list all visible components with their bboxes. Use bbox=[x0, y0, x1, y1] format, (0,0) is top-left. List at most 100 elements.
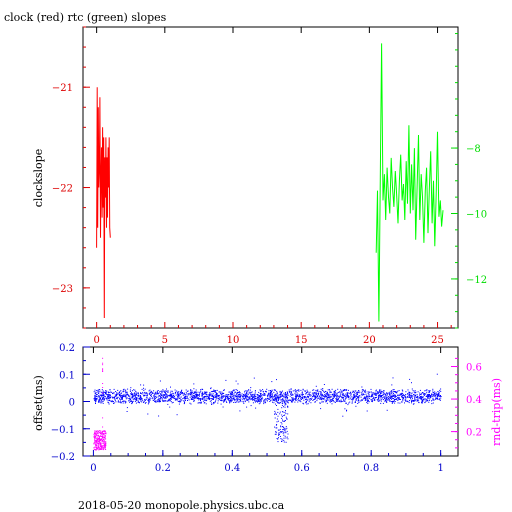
offset-point bbox=[125, 393, 127, 395]
offset-point bbox=[96, 391, 98, 393]
offset-point bbox=[102, 402, 104, 404]
offset-point bbox=[345, 402, 347, 404]
offset-point bbox=[408, 393, 410, 395]
offset-point bbox=[298, 399, 300, 401]
offset-point bbox=[244, 401, 246, 403]
offset-point bbox=[353, 397, 355, 399]
offset-point bbox=[159, 399, 161, 401]
offset-point bbox=[207, 398, 209, 400]
offset-point bbox=[425, 396, 427, 397]
offset-point bbox=[99, 389, 101, 390]
offset-point bbox=[246, 398, 248, 400]
offset-point bbox=[306, 389, 308, 391]
offset-point bbox=[344, 395, 346, 397]
offset-point bbox=[258, 400, 260, 402]
offset-point bbox=[130, 398, 131, 400]
offset-point bbox=[371, 400, 372, 402]
offset-point bbox=[346, 409, 348, 411]
offset-point bbox=[302, 388, 304, 390]
offset-dip-point bbox=[281, 417, 283, 419]
offset-point bbox=[170, 390, 172, 392]
offset-point bbox=[103, 397, 105, 399]
offset-point bbox=[206, 393, 208, 395]
offset-dip-point bbox=[277, 411, 279, 413]
offset-point bbox=[297, 399, 299, 401]
offset-point bbox=[312, 394, 314, 395]
offset-point bbox=[344, 396, 346, 398]
offset-point bbox=[210, 398, 212, 400]
roundtrip-point bbox=[98, 441, 100, 443]
offset-point bbox=[122, 391, 124, 393]
offset-point bbox=[440, 396, 442, 397]
x-tick-label: 20 bbox=[363, 335, 376, 346]
offset-point bbox=[249, 391, 251, 393]
offset-point bbox=[309, 395, 311, 397]
offset-point bbox=[212, 391, 214, 393]
offset-point bbox=[410, 397, 412, 398]
offset-point bbox=[210, 402, 212, 404]
offset-point bbox=[216, 393, 218, 395]
offset-point bbox=[180, 391, 182, 393]
offset-point bbox=[168, 398, 170, 400]
offset-point bbox=[132, 398, 134, 400]
roundtrip-point bbox=[98, 435, 100, 437]
offset-point bbox=[120, 397, 122, 399]
offset-point bbox=[105, 391, 107, 393]
offset-point bbox=[419, 394, 421, 395]
offset-point bbox=[143, 389, 145, 391]
offset-point bbox=[358, 390, 360, 392]
offset-point bbox=[245, 396, 247, 398]
offset-point bbox=[144, 402, 146, 404]
clock-slope-line bbox=[96, 87, 111, 319]
offset-point bbox=[313, 389, 315, 391]
offset-point bbox=[303, 396, 305, 398]
offset-point bbox=[399, 399, 401, 400]
offset-point bbox=[125, 401, 127, 403]
offset-point bbox=[434, 394, 436, 396]
offset-point bbox=[269, 401, 271, 402]
offset-point bbox=[301, 397, 303, 399]
offset-point bbox=[149, 398, 150, 400]
offset-point bbox=[230, 394, 232, 396]
offset-point bbox=[358, 400, 360, 402]
offset-point bbox=[220, 400, 222, 401]
offset-point bbox=[408, 396, 410, 398]
offset-point bbox=[329, 401, 331, 403]
offset-point bbox=[391, 398, 393, 400]
offset-point bbox=[180, 392, 181, 394]
offset-point bbox=[233, 397, 235, 399]
offset-point bbox=[376, 396, 377, 398]
offset-point bbox=[161, 399, 163, 401]
offset-point bbox=[426, 391, 428, 393]
roundtrip-point bbox=[94, 432, 96, 434]
offset-point bbox=[336, 399, 338, 400]
offset-point bbox=[201, 391, 203, 393]
offset-point bbox=[191, 399, 193, 400]
offset-point bbox=[295, 397, 297, 399]
offset-point bbox=[390, 395, 392, 397]
offset-point bbox=[437, 396, 439, 398]
bottom-left-axis: 0.20.10−0.1−0.2 bbox=[51, 343, 90, 463]
offset-point bbox=[138, 400, 140, 402]
offset-point bbox=[313, 399, 315, 400]
offset-point bbox=[379, 393, 381, 395]
offset-point bbox=[389, 398, 391, 400]
offset-point bbox=[358, 392, 360, 394]
offset-point bbox=[354, 394, 356, 396]
offset-point bbox=[286, 398, 288, 400]
offset-point bbox=[243, 398, 245, 400]
roundtrip-point bbox=[100, 430, 102, 432]
offset-point bbox=[233, 402, 235, 403]
offset-point bbox=[244, 391, 245, 393]
roundtrip-point bbox=[105, 441, 107, 443]
offset-point bbox=[353, 391, 354, 393]
roundtrip-point bbox=[104, 438, 106, 440]
offset-point bbox=[162, 396, 164, 398]
offset-point bbox=[225, 397, 227, 399]
offset-point bbox=[193, 400, 195, 401]
offset-point bbox=[212, 398, 214, 400]
offset-point bbox=[242, 397, 244, 399]
offset-point bbox=[203, 391, 205, 393]
offset-point bbox=[370, 388, 372, 390]
offset-point bbox=[101, 393, 103, 395]
